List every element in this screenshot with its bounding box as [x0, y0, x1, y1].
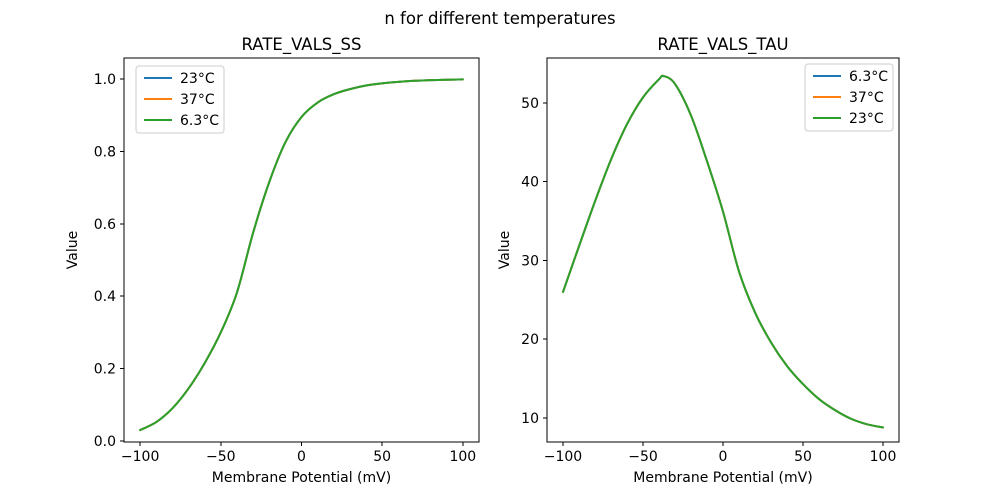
curve-6.3-c	[139, 78, 464, 432]
x-tick-label: −50	[628, 449, 658, 465]
y-axis-label: Value	[65, 231, 81, 269]
figure-title: n for different temperatures	[384, 9, 615, 28]
y-tick-label: 30	[521, 253, 539, 269]
legend: 6.3°C 37°C 23°C	[804, 63, 894, 132]
legend-frame	[804, 63, 894, 132]
legend-label-6.3-c: 6.3°C	[180, 113, 219, 129]
x-tick-label: −50	[206, 449, 236, 465]
x-tick-label: 50	[794, 449, 812, 465]
x-tick-label: 50	[373, 449, 391, 465]
legend-frame	[135, 65, 225, 134]
legend-label-37-c: 37°C	[180, 92, 215, 108]
curve-23-c	[562, 74, 884, 429]
x-axis-label: Membrane Potential (mV)	[212, 470, 391, 486]
subplot-rate-vals-ss: −100 −50 0 50 100 0.0 0.2 0.4 0.6 0.8 1.0 RATE_VALS…	[65, 35, 480, 486]
subplot-title: RATE_VALS_SS	[242, 35, 362, 55]
legend-label-6.3-c: 6.3°C	[849, 69, 888, 85]
y-tick-label: 20	[521, 332, 539, 348]
y-tick-label: 0.8	[94, 144, 116, 160]
x-tick-label: 0	[719, 449, 728, 465]
legend-label-23-c: 23°C	[180, 71, 215, 87]
y-tick-label: 0.2	[94, 362, 116, 378]
x-tick-label: 100	[449, 449, 476, 465]
y-tick-label: 50	[521, 96, 539, 112]
x-tick-label: −100	[121, 449, 159, 465]
y-tick-label: 10	[521, 411, 539, 427]
y-tick-label: 40	[521, 175, 539, 191]
y-tick-label: 1.0	[94, 72, 116, 88]
y-tick-label: 0.0	[94, 434, 116, 450]
subplot-title: RATE_VALS_TAU	[657, 35, 788, 55]
y-tick-label: 0.4	[94, 289, 116, 305]
legend: 23°C 37°C 6.3°C	[135, 65, 225, 134]
x-tick-label: 0	[297, 449, 306, 465]
x-tick-label: −100	[544, 449, 582, 465]
x-tick-label: 100	[870, 449, 897, 465]
x-axis-label: Membrane Potential (mV)	[633, 470, 812, 486]
legend-label-37-c: 37°C	[849, 90, 884, 106]
y-axis-label: Value	[497, 231, 513, 269]
y-tick-label: 0.6	[94, 217, 116, 233]
subplot-rate-vals-tau: −100 −50 0 50 100 10 20 30 40 50 RATE_VALS_TAU Memb…	[497, 35, 900, 486]
legend-label-23-c: 23°C	[849, 111, 884, 127]
